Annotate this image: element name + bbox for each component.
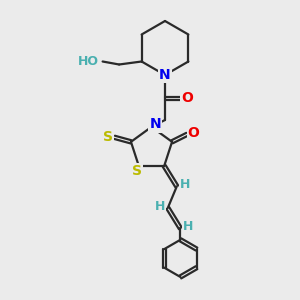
Text: S: S (103, 130, 113, 144)
Text: N: N (159, 68, 171, 82)
Text: O: O (188, 126, 200, 140)
Text: HO: HO (78, 55, 99, 68)
Text: H: H (180, 178, 190, 191)
Text: H: H (155, 200, 166, 213)
Text: H: H (183, 220, 193, 233)
Text: N: N (149, 118, 161, 131)
Text: S: S (132, 164, 142, 178)
Text: O: O (181, 92, 193, 105)
